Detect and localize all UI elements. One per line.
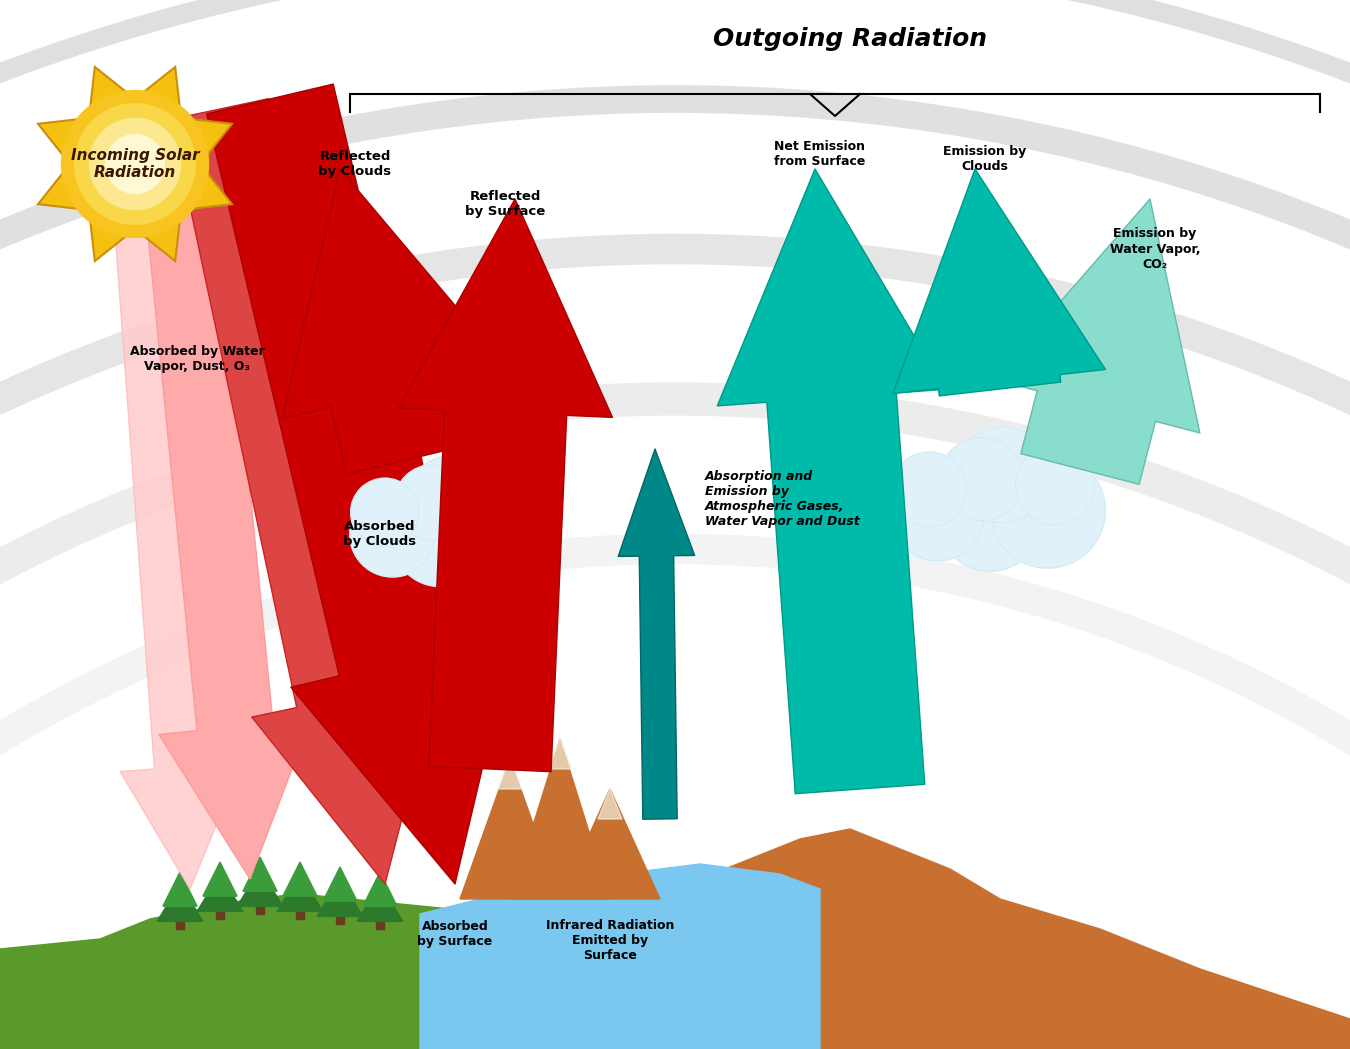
Text: Absorbed
by Surface: Absorbed by Surface xyxy=(417,920,493,948)
Polygon shape xyxy=(323,868,358,901)
Text: Outgoing Radiation: Outgoing Radiation xyxy=(713,27,987,51)
Polygon shape xyxy=(549,829,1350,1049)
Circle shape xyxy=(1015,446,1095,526)
Polygon shape xyxy=(296,904,304,919)
Text: Emission by
Water Vapor,
CO₂: Emission by Water Vapor, CO₂ xyxy=(1110,228,1200,271)
Polygon shape xyxy=(238,869,282,906)
Circle shape xyxy=(74,104,196,224)
Text: Emission by
Clouds: Emission by Clouds xyxy=(944,145,1026,173)
Polygon shape xyxy=(284,862,317,896)
Text: Absorbed
by Clouds: Absorbed by Clouds xyxy=(343,520,417,548)
Polygon shape xyxy=(358,883,402,921)
Polygon shape xyxy=(0,894,1350,1049)
Polygon shape xyxy=(598,789,622,819)
Polygon shape xyxy=(277,874,323,912)
Text: Incoming Solar
Radiation: Incoming Solar Radiation xyxy=(70,148,200,180)
Circle shape xyxy=(350,492,435,577)
Polygon shape xyxy=(420,864,819,1049)
Circle shape xyxy=(408,455,495,542)
Circle shape xyxy=(890,467,984,561)
Circle shape xyxy=(351,478,418,547)
Polygon shape xyxy=(202,862,238,896)
Polygon shape xyxy=(548,738,572,769)
Circle shape xyxy=(937,467,1042,572)
Circle shape xyxy=(89,119,181,210)
Polygon shape xyxy=(336,908,344,924)
Polygon shape xyxy=(377,914,383,929)
Circle shape xyxy=(990,453,1106,569)
Circle shape xyxy=(463,472,535,544)
Circle shape xyxy=(937,467,1042,572)
Circle shape xyxy=(463,472,535,544)
Circle shape xyxy=(440,479,544,583)
Circle shape xyxy=(890,467,984,561)
Text: Reflected
by Clouds: Reflected by Clouds xyxy=(319,150,391,178)
Polygon shape xyxy=(163,872,197,906)
Polygon shape xyxy=(498,759,522,789)
Polygon shape xyxy=(38,67,232,261)
Circle shape xyxy=(408,455,495,542)
Circle shape xyxy=(954,427,1050,523)
Circle shape xyxy=(62,90,208,237)
Circle shape xyxy=(940,437,1023,521)
Polygon shape xyxy=(460,759,560,899)
Polygon shape xyxy=(216,904,224,919)
Text: Absorbed by Water
Vapor, Dust, O₃: Absorbed by Water Vapor, Dust, O₃ xyxy=(130,345,265,373)
Circle shape xyxy=(393,492,487,586)
Polygon shape xyxy=(256,899,265,914)
Circle shape xyxy=(940,437,1023,521)
Circle shape xyxy=(1015,446,1095,526)
Polygon shape xyxy=(176,914,184,929)
Polygon shape xyxy=(363,872,397,906)
Text: Net Emission
from Surface: Net Emission from Surface xyxy=(775,140,865,168)
Polygon shape xyxy=(317,878,363,917)
Polygon shape xyxy=(157,883,202,921)
Circle shape xyxy=(954,427,1050,523)
Text: Infrared Radiation
Emitted by
Surface: Infrared Radiation Emitted by Surface xyxy=(545,919,674,962)
Polygon shape xyxy=(243,857,277,892)
Polygon shape xyxy=(197,874,243,912)
Text: Reflected
by Surface: Reflected by Surface xyxy=(464,190,545,218)
Circle shape xyxy=(891,452,967,528)
Circle shape xyxy=(351,478,418,547)
Circle shape xyxy=(393,492,487,586)
Circle shape xyxy=(394,465,470,541)
Circle shape xyxy=(891,452,967,528)
Circle shape xyxy=(394,465,470,541)
Circle shape xyxy=(440,479,544,583)
Circle shape xyxy=(990,453,1106,569)
Circle shape xyxy=(350,492,435,577)
Polygon shape xyxy=(510,738,610,899)
Polygon shape xyxy=(560,789,660,899)
Text: Absorption and
Emission by
Atmospheric Gases,
Water Vapor and Dust: Absorption and Emission by Atmospheric G… xyxy=(705,470,860,528)
Circle shape xyxy=(105,134,165,193)
